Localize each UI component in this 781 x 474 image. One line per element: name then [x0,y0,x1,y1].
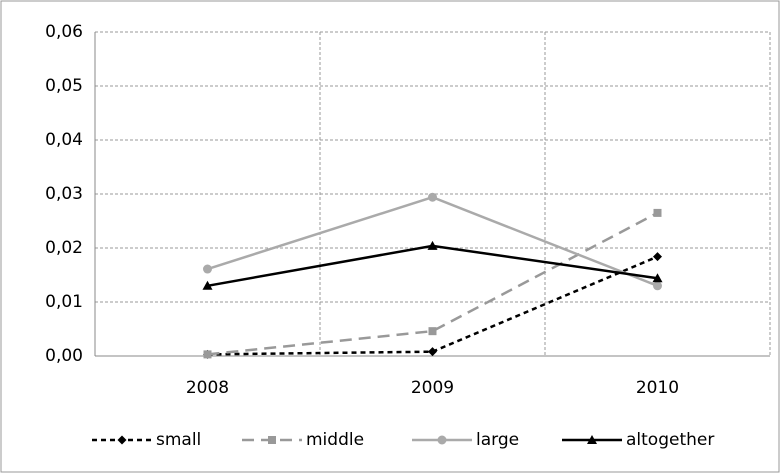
marker [268,436,276,444]
y-tick-label: 0,02 [45,238,83,258]
y-tick-label: 0,00 [45,346,83,366]
x-tick-label: 2009 [411,378,454,398]
marker [117,435,127,445]
marker [203,264,212,274]
marker [437,435,447,445]
marker [203,350,212,359]
marker [427,240,438,250]
marker [653,208,662,217]
marker [653,281,662,291]
marker [587,435,597,444]
marker [202,280,213,290]
y-tick-label: 0,04 [45,130,83,150]
marker [428,192,437,202]
y-tick-label: 0,05 [45,76,83,96]
marker [428,327,437,336]
x-tick-label: 2010 [636,378,679,398]
marker [653,252,662,262]
marker [428,347,437,357]
y-tick-label: 0,01 [45,292,83,312]
marker [652,273,663,283]
y-tick-label: 0,06 [45,22,83,42]
legend-label: middle [306,430,364,450]
legend-label: large [476,430,519,450]
x-tick-label: 2008 [186,378,229,398]
y-tick-label: 0,03 [45,184,83,204]
legend-label: small [156,430,201,450]
legend-label: altogether [626,430,714,450]
